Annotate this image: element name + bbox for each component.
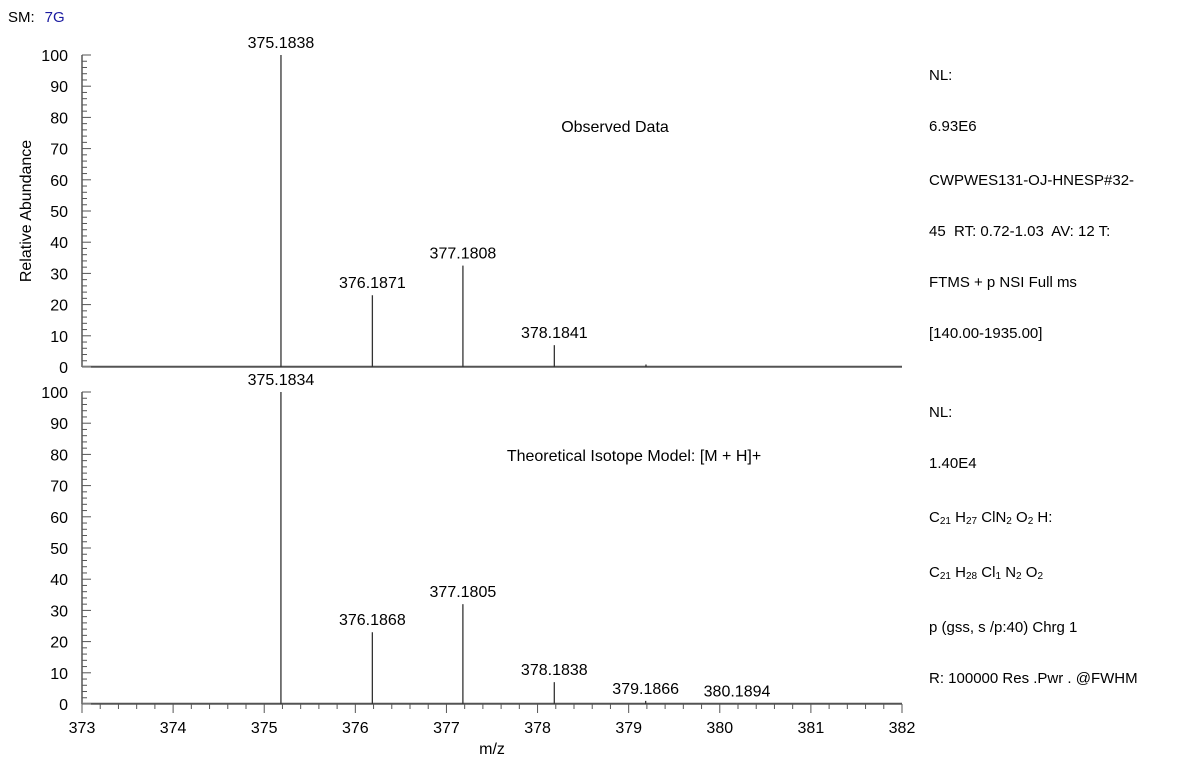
y-tick-label: 0 — [59, 360, 68, 377]
y-tick-label: 30 — [50, 603, 68, 620]
theoretical-info-line: R: 100000 Res .Pwr . @FWHM — [929, 670, 1138, 687]
y-tick-label: 40 — [50, 235, 68, 252]
observed-info-line: FTMS + p NSI Full ms — [929, 274, 1077, 291]
panel-annotation: Observed Data — [561, 119, 669, 136]
panel-annotation: Theoretical Isotope Model: [M + H]+ — [507, 448, 761, 465]
y-tick-label: 10 — [50, 329, 68, 346]
theoretical-info-line: p (gss, s /p:40) Chrg 1 — [929, 619, 1078, 636]
observed-info-line: CWPWES131-OJ-HNESP#32- — [929, 172, 1135, 189]
y-tick-label: 70 — [50, 142, 68, 159]
y-tick-label: 40 — [50, 572, 68, 589]
peak-label: 378.1841 — [521, 325, 588, 342]
formula-line-2: C21 H28 Cl1 N2 O2 — [929, 564, 1043, 582]
x-axis-title: m/z — [479, 741, 505, 758]
sm-value: 7G — [44, 9, 65, 26]
x-tick-label: 378 — [524, 720, 551, 737]
x-tick-label: 379 — [615, 720, 642, 737]
y-tick-label: 50 — [50, 204, 68, 221]
x-tick-label: 376 — [342, 720, 369, 737]
peak-label: 378.1838 — [521, 662, 588, 679]
peak-label: 376.1868 — [339, 612, 406, 629]
y-tick-label: 60 — [50, 510, 68, 527]
x-tick-label: 377 — [433, 720, 460, 737]
x-tick-label: 375 — [251, 720, 278, 737]
theoretical-nl-label: NL: — [929, 404, 953, 421]
scan-mode-label: SM: 7G — [8, 9, 65, 26]
y-tick-label: 20 — [50, 298, 68, 315]
y-tick-label: 10 — [50, 666, 68, 683]
peak-label: 375.1834 — [248, 372, 315, 389]
x-tick-label: 382 — [889, 720, 916, 737]
observed-info-panel: NL: 6.93E6 CWPWES131-OJ-HNESP#32- 45 RT:… — [929, 33, 1134, 359]
y-tick-label: 70 — [50, 479, 68, 496]
observed-nl-label: NL: — [929, 67, 953, 84]
y-tick-label: 90 — [50, 79, 68, 96]
observed-info-line: 45 RT: 0.72-1.03 AV: 12 T: — [929, 223, 1111, 240]
y-tick-label: 100 — [41, 385, 68, 402]
y-tick-label: 0 — [59, 697, 68, 714]
x-tick-label: 373 — [69, 720, 96, 737]
peak-label: 380.1894 — [704, 683, 771, 700]
y-axis-title: Relative Abundance — [18, 140, 35, 282]
x-tick-label: 380 — [706, 720, 733, 737]
y-tick-label: 100 — [41, 48, 68, 65]
peak-label: 377.1805 — [430, 584, 497, 601]
observed-info-line: [140.00-1935.00] — [929, 325, 1043, 342]
observed-nl-value: 6.93E6 — [929, 118, 977, 135]
y-tick-label: 50 — [50, 541, 68, 558]
y-tick-label: 20 — [50, 635, 68, 652]
peak-label: 377.1808 — [430, 246, 497, 263]
y-tick-label: 90 — [50, 416, 68, 433]
y-tick-label: 80 — [50, 110, 68, 127]
theoretical-info-panel: NL: 1.40E4 C21 H27 ClN2 O2 H: C21 H28 Cl… — [929, 370, 1138, 704]
y-tick-label: 30 — [50, 266, 68, 283]
x-tick-label: 381 — [798, 720, 825, 737]
theoretical-nl-value: 1.40E4 — [929, 455, 977, 472]
peak-label: 379.1866 — [612, 681, 679, 698]
y-tick-label: 60 — [50, 173, 68, 190]
y-tick-label: 80 — [50, 447, 68, 464]
formula-line-1: C21 H27 ClN2 O2 H: — [929, 509, 1053, 527]
x-tick-label: 374 — [160, 720, 187, 737]
peak-label: 376.1871 — [339, 275, 406, 292]
sm-label: SM: — [8, 9, 35, 26]
peak-label: 375.1838 — [248, 35, 315, 52]
